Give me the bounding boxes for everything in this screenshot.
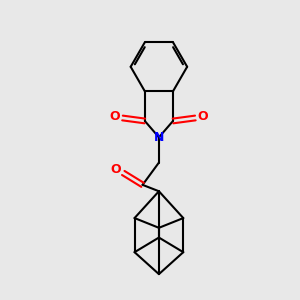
Text: O: O xyxy=(110,110,120,123)
Text: O: O xyxy=(110,164,121,176)
Text: N: N xyxy=(154,131,164,144)
Text: O: O xyxy=(197,110,208,123)
